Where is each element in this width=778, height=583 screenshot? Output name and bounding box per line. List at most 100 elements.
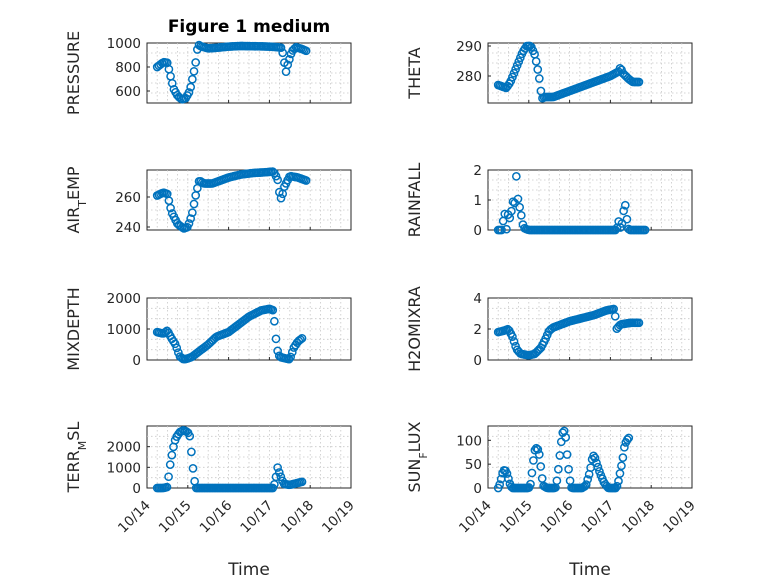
data-point <box>184 219 194 228</box>
data-point <box>301 176 311 185</box>
subplot-7: 0 1000 2000 10/14 10/15 10/16 10/17 10/18 10/19 T… <box>64 422 358 580</box>
data-point <box>502 469 512 478</box>
data-point <box>611 225 620 235</box>
data-point <box>507 206 516 216</box>
data-point <box>495 480 505 489</box>
data-point <box>286 352 295 362</box>
data-point <box>526 479 535 489</box>
data-point <box>162 482 172 492</box>
subplot-4: 0 1 2 RAINFALL <box>405 163 693 239</box>
data-point <box>513 194 523 204</box>
ytick-label: 0 <box>132 353 141 369</box>
ytick-label: 0 <box>473 223 482 239</box>
data-point <box>533 445 543 454</box>
ytick-label: 2000 <box>107 291 141 307</box>
data-point <box>167 450 177 460</box>
data-point <box>504 474 513 484</box>
data-point <box>172 343 182 353</box>
data-point <box>164 472 173 482</box>
xtick-label: 10/18 <box>278 498 317 537</box>
data-point <box>515 53 525 63</box>
data-point <box>612 481 622 491</box>
data-point <box>189 66 199 76</box>
ytick-label: 2000 <box>107 440 141 456</box>
xtick-label: 10/17 <box>237 498 276 537</box>
data-point <box>509 337 519 346</box>
data-point <box>297 333 307 343</box>
data-point <box>533 65 543 74</box>
axes-box <box>487 42 693 104</box>
xtick-label: 10/17 <box>578 498 617 537</box>
data-point <box>610 311 620 321</box>
data-point <box>187 74 197 84</box>
data-point <box>287 347 297 357</box>
data-point <box>270 316 279 326</box>
data-point <box>167 78 177 88</box>
data-point <box>611 483 620 493</box>
ytick-label: 600 <box>115 84 141 100</box>
data-point <box>615 223 625 232</box>
data-point <box>534 74 544 83</box>
ylabel-6: H2OMIXRA <box>405 286 424 372</box>
data-point <box>191 58 201 67</box>
data-point <box>274 468 284 477</box>
data-point <box>590 453 600 463</box>
data-point <box>624 433 634 443</box>
data-point <box>297 477 307 487</box>
ytick-label: 0 <box>473 353 482 369</box>
subplot-2: 280 290 THETA <box>405 39 693 104</box>
xtick-label: 10/19 <box>319 498 358 537</box>
data-point <box>276 43 286 53</box>
data-point <box>516 210 526 220</box>
data-point <box>634 77 644 87</box>
data-point <box>170 339 180 349</box>
data-point <box>509 68 519 78</box>
ytick-label: 2 <box>473 163 482 179</box>
xtick-label: 10/18 <box>619 498 658 537</box>
subplot-3: 240 260 AIRTEMP <box>64 166 352 236</box>
xtick-label: 10/16 <box>538 498 577 537</box>
data-point <box>592 458 601 468</box>
subplot-1: 600 800 1000 PRESSURE Figure 1 medium <box>64 17 352 115</box>
data-point <box>185 431 195 441</box>
data-point <box>552 476 562 486</box>
data-point <box>189 199 199 209</box>
ytick-label: 800 <box>115 60 141 76</box>
data-point <box>527 468 537 478</box>
ytick-label: 1000 <box>107 36 141 52</box>
data-point <box>514 57 524 66</box>
data-point <box>268 305 278 315</box>
ylabel-5: MIXDEPTH <box>64 287 83 370</box>
xtick-label: 10/14 <box>115 498 154 537</box>
data-point <box>583 475 593 484</box>
ytick-label: 4 <box>473 291 482 307</box>
ytick-label: 290 <box>456 39 482 55</box>
axes-box <box>146 297 352 361</box>
chart-title: Figure 1 medium <box>168 17 330 37</box>
ylabel-2: THETA <box>405 47 424 99</box>
data-point <box>536 462 546 471</box>
data-point <box>617 219 627 228</box>
subplot-6: 0 2 4 H2OMIXRA <box>405 286 693 372</box>
data-point <box>284 354 294 364</box>
data-point <box>640 225 650 235</box>
ylabel-8: SUNFLUX <box>405 421 430 492</box>
data-point <box>283 60 293 70</box>
data-point <box>620 200 630 210</box>
data-point <box>593 462 603 472</box>
ytick-label: 1000 <box>107 322 141 338</box>
data-point <box>186 214 196 223</box>
ytick-label: 50 <box>465 457 482 473</box>
data-point <box>556 437 566 447</box>
data-point <box>515 202 525 212</box>
data-point <box>497 225 506 235</box>
data-point <box>166 203 175 213</box>
xtick-label: 10/16 <box>197 498 236 537</box>
data-point <box>512 171 521 181</box>
data-point <box>581 480 591 489</box>
data-point <box>618 453 628 462</box>
data-point <box>276 472 286 482</box>
data-point <box>186 82 196 92</box>
data-point <box>562 450 572 459</box>
data-point <box>273 463 282 472</box>
